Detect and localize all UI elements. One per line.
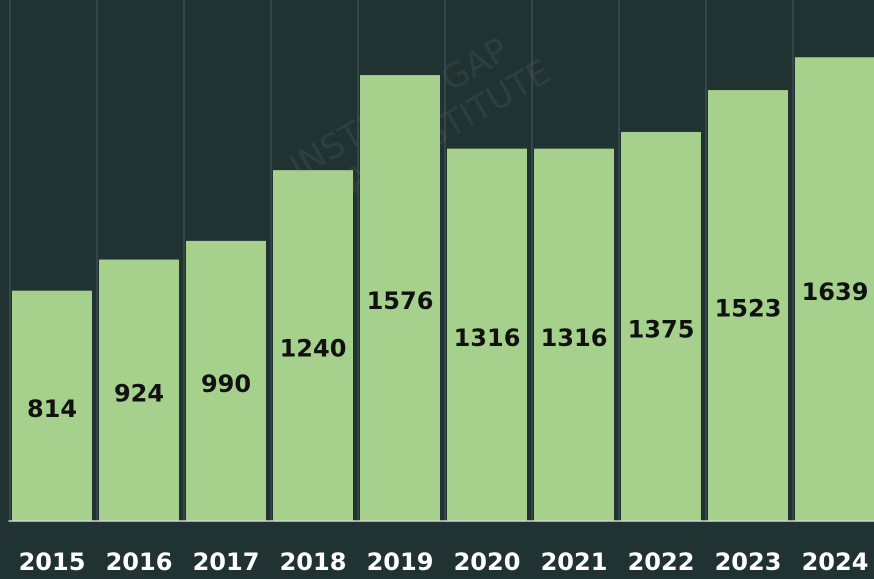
bar (534, 148, 614, 521)
bar (708, 90, 788, 521)
bar (360, 75, 440, 521)
value-label: 1576 (367, 287, 434, 315)
bar (186, 240, 266, 521)
x-tick-label: 2024 (802, 548, 869, 576)
x-tick-label: 2022 (628, 548, 695, 576)
bar (99, 259, 179, 521)
value-label: 814 (27, 395, 77, 423)
x-tick-label: 2016 (106, 548, 173, 576)
x-tick-label: 2017 (193, 548, 260, 576)
x-tick-label: 2023 (715, 548, 782, 576)
bar (447, 148, 527, 521)
value-label: 1240 (280, 335, 347, 363)
bar (12, 290, 92, 521)
value-label: 1316 (454, 324, 521, 352)
bar (621, 131, 701, 522)
x-tick-label: 2020 (454, 548, 521, 576)
x-tick-label: 2021 (541, 548, 608, 576)
x-tick-label: 2015 (19, 548, 86, 576)
x-tick-label: 2019 (367, 548, 434, 576)
bar (795, 57, 874, 522)
value-label: 1639 (802, 278, 869, 306)
bar (273, 170, 353, 521)
value-label: 1375 (628, 315, 695, 343)
value-label: 990 (201, 370, 251, 398)
x-tick-label: 2018 (280, 548, 347, 576)
value-label: 924 (114, 379, 164, 407)
value-label: 1523 (715, 295, 782, 323)
value-label: 1316 (541, 324, 608, 352)
